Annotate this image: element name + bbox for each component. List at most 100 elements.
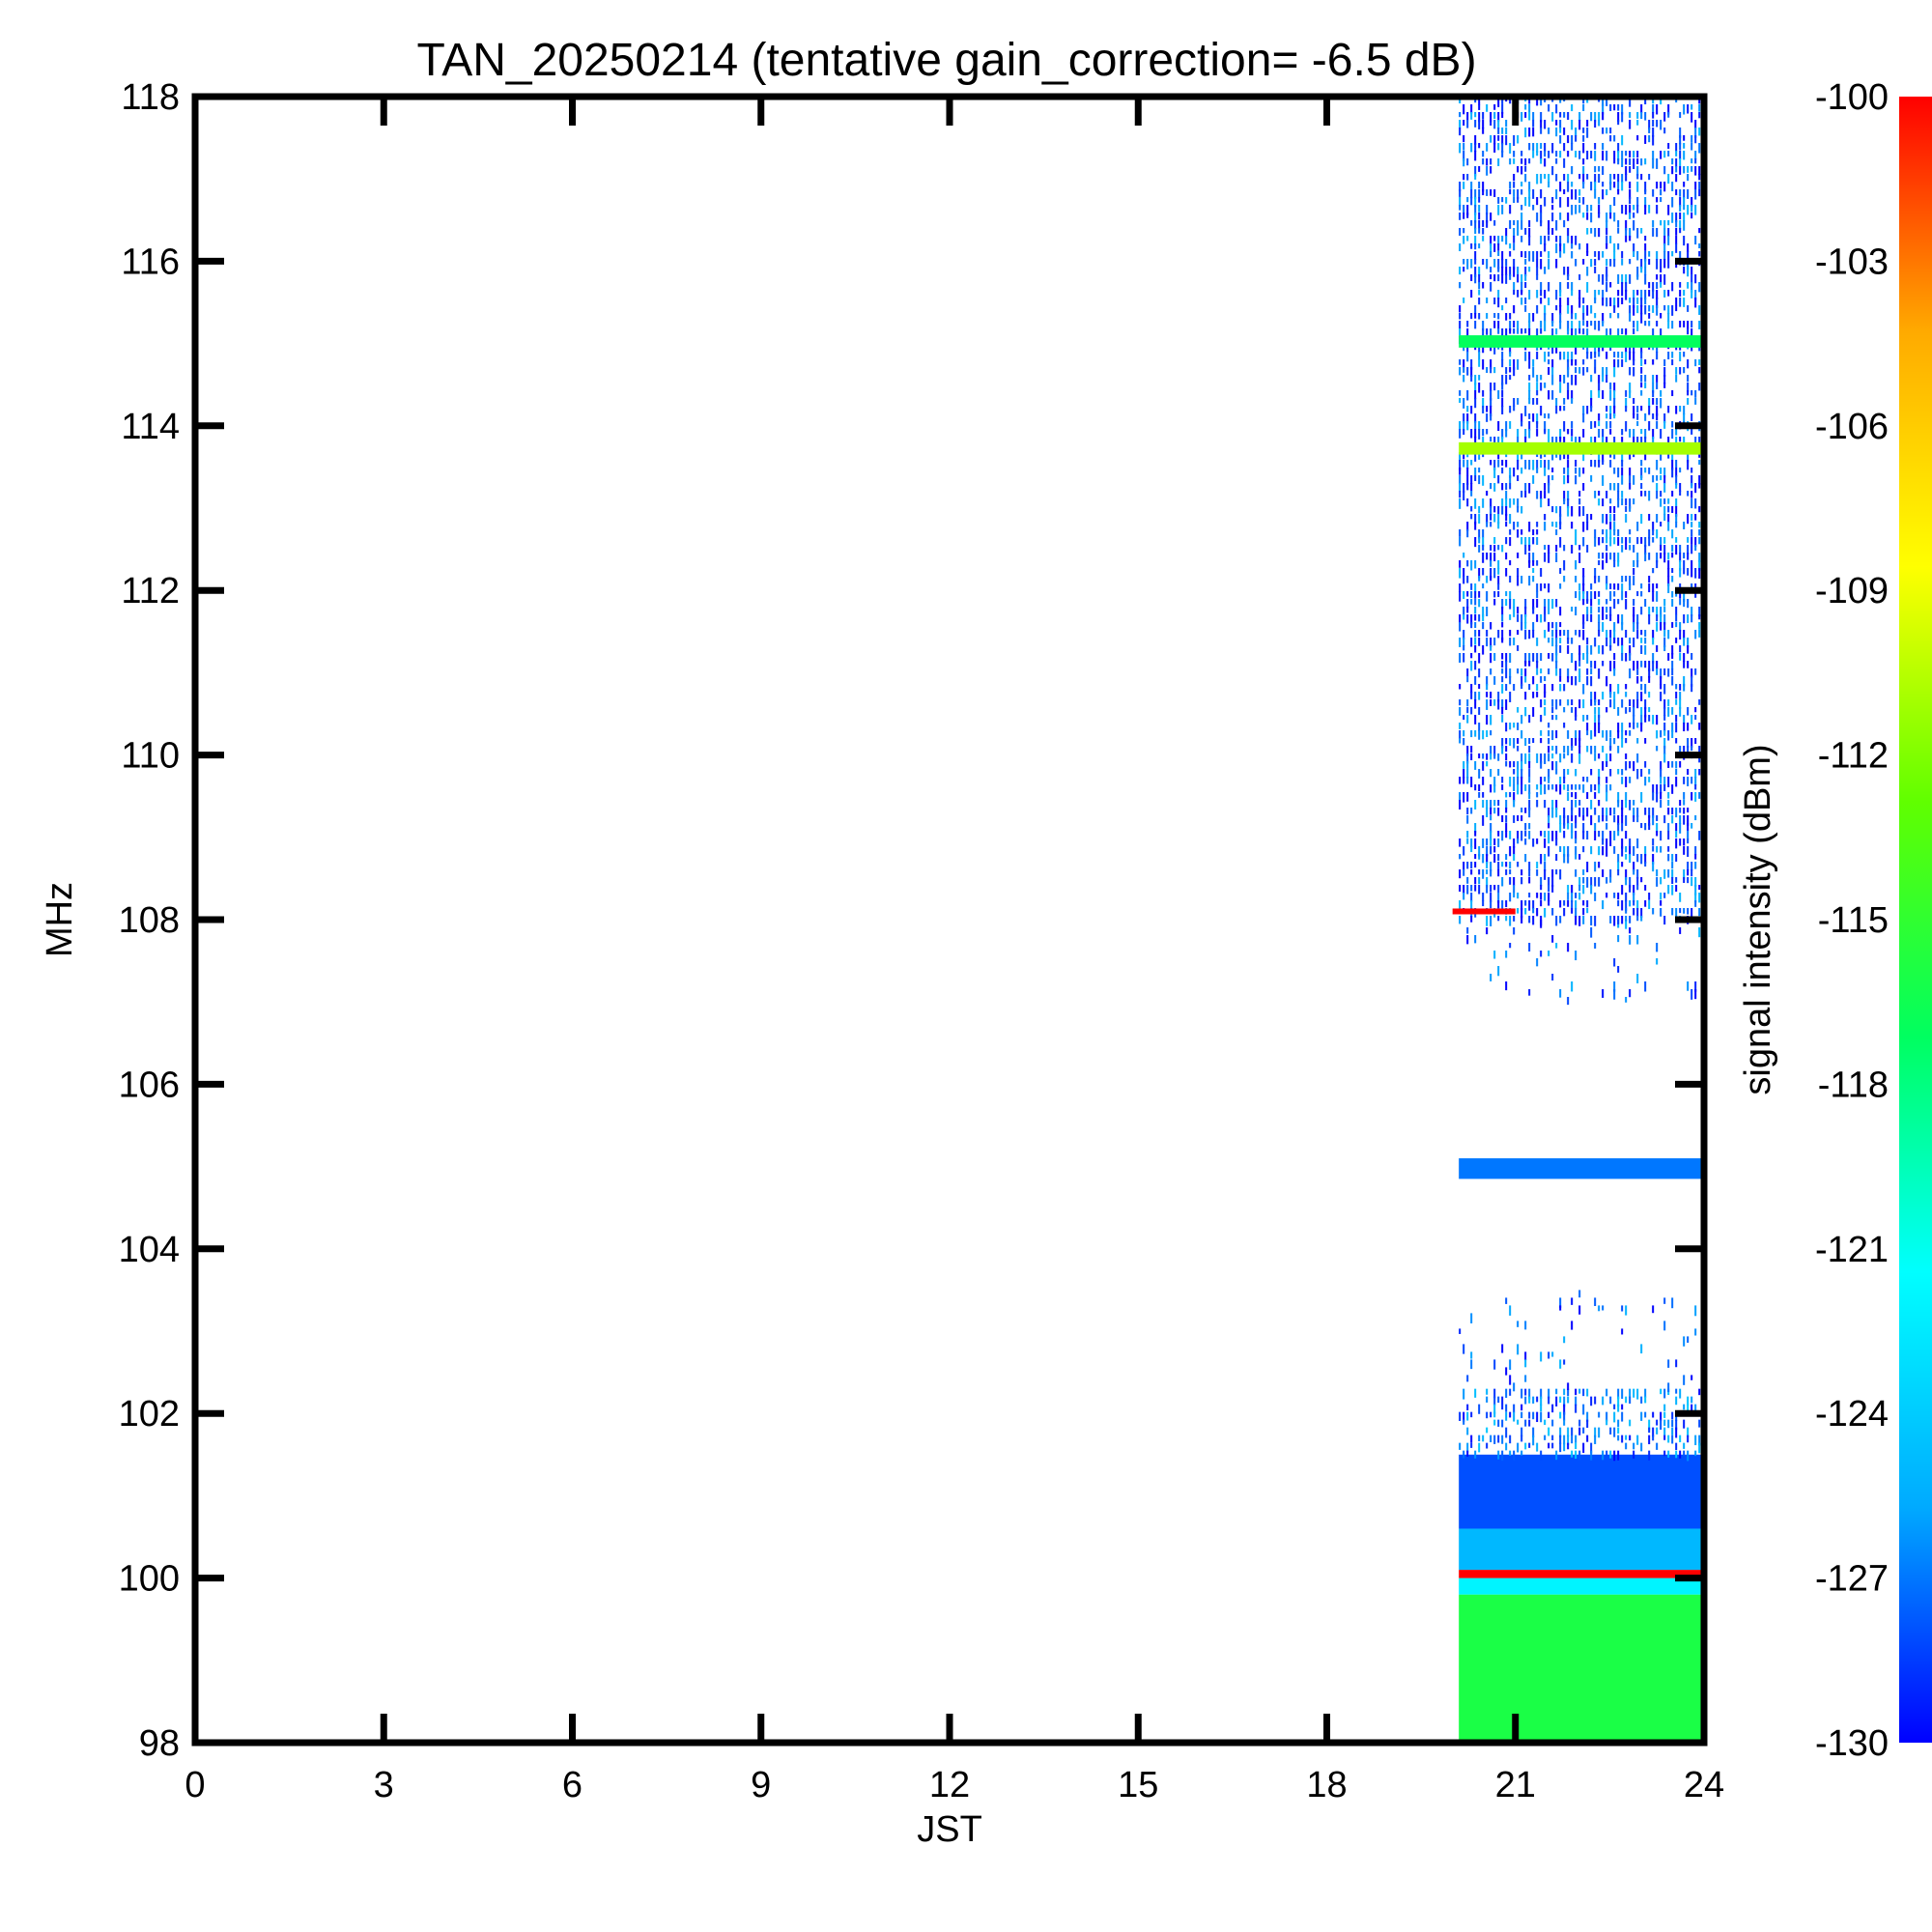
heatmap-cell bbox=[1690, 1396, 1693, 1404]
heatmap-cell bbox=[1501, 406, 1504, 414]
heatmap-cell bbox=[1578, 885, 1581, 892]
heatmap-cell bbox=[1478, 529, 1481, 539]
heatmap-cell bbox=[1575, 769, 1577, 777]
heatmap-cell bbox=[1474, 699, 1477, 709]
heatmap-cell bbox=[1497, 885, 1500, 894]
heatmap-cell bbox=[1694, 1305, 1697, 1317]
heatmap-cell bbox=[1559, 869, 1562, 880]
heatmap-cell bbox=[1629, 935, 1632, 945]
heatmap-cell bbox=[1490, 359, 1492, 369]
heatmap-cell bbox=[1493, 460, 1496, 470]
heatmap-trace bbox=[1452, 908, 1516, 915]
x-tick-label: 24 bbox=[1684, 1765, 1724, 1805]
heatmap-cell bbox=[1524, 282, 1527, 289]
heatmap-cell bbox=[1567, 359, 1570, 370]
heatmap-cell bbox=[1578, 1419, 1581, 1427]
heatmap-cell bbox=[1698, 831, 1701, 840]
heatmap-cell bbox=[1586, 723, 1589, 731]
heatmap-cell bbox=[1555, 831, 1558, 840]
heatmap-cell bbox=[1594, 692, 1597, 702]
heatmap-cell bbox=[1683, 838, 1686, 846]
heatmap-cell bbox=[1497, 753, 1500, 761]
heatmap-cell bbox=[1478, 352, 1481, 360]
heatmap-cell bbox=[1563, 437, 1566, 443]
heatmap-cell bbox=[1582, 483, 1585, 491]
heatmap-cell bbox=[1571, 522, 1574, 529]
heatmap-cell bbox=[1463, 885, 1465, 894]
heatmap-cell bbox=[1490, 243, 1492, 252]
heatmap-cell bbox=[1517, 668, 1520, 674]
heatmap-cell bbox=[1517, 1442, 1520, 1453]
heatmap-cell bbox=[1586, 406, 1589, 414]
heatmap-cell bbox=[1548, 900, 1550, 906]
heatmap-cell bbox=[1578, 468, 1581, 477]
heatmap-cell bbox=[1660, 777, 1662, 784]
heatmap-cell bbox=[1513, 723, 1516, 728]
heatmap-cell bbox=[1690, 143, 1693, 151]
heatmap-cell bbox=[1571, 808, 1574, 816]
heatmap-cell bbox=[1598, 877, 1601, 887]
heatmap-cell bbox=[1640, 707, 1643, 716]
heatmap-cell bbox=[1490, 166, 1492, 174]
heatmap-cell bbox=[1652, 112, 1655, 119]
heatmap-cell bbox=[1687, 815, 1690, 826]
heatmap-cell bbox=[1571, 800, 1574, 810]
heatmap-cell bbox=[1524, 653, 1527, 664]
heatmap-cell bbox=[1586, 808, 1589, 817]
heatmap-cell bbox=[1567, 182, 1570, 192]
heatmap-cell bbox=[1509, 529, 1512, 535]
heatmap-cell bbox=[1663, 413, 1666, 424]
heatmap-cell bbox=[1640, 1411, 1643, 1421]
heatmap-cell bbox=[1621, 205, 1624, 214]
heatmap-cell bbox=[1463, 1450, 1465, 1459]
heatmap-cell bbox=[1520, 236, 1523, 242]
heatmap-cell bbox=[1598, 174, 1601, 184]
y-tick-label: 106 bbox=[119, 1065, 180, 1105]
heatmap-cell bbox=[1466, 390, 1469, 401]
heatmap-cell bbox=[1636, 692, 1639, 700]
heatmap-cell bbox=[1656, 205, 1659, 214]
heatmap-cell bbox=[1629, 989, 1632, 998]
heatmap-cell bbox=[1509, 483, 1512, 490]
heatmap-cell bbox=[1474, 862, 1477, 868]
heatmap-cell bbox=[1605, 213, 1608, 223]
heatmap-cell bbox=[1559, 638, 1562, 643]
heatmap-cell bbox=[1578, 120, 1581, 130]
heatmap-cell bbox=[1567, 1427, 1570, 1437]
heatmap-cell bbox=[1563, 1435, 1566, 1445]
heatmap-cell bbox=[1640, 460, 1643, 467]
heatmap-cell bbox=[1671, 352, 1674, 358]
heatmap-cell bbox=[1509, 344, 1512, 354]
heatmap-cell bbox=[1490, 267, 1492, 273]
heatmap-cell bbox=[1640, 715, 1643, 725]
heatmap-cell bbox=[1524, 1396, 1527, 1405]
heatmap-cell bbox=[1524, 692, 1527, 700]
heatmap-cell bbox=[1690, 583, 1693, 589]
heatmap-cell bbox=[1517, 908, 1520, 914]
heatmap-cell bbox=[1625, 228, 1628, 237]
heatmap-cell bbox=[1528, 900, 1531, 911]
heatmap-cell bbox=[1520, 452, 1523, 460]
heatmap-cell bbox=[1513, 800, 1516, 808]
heatmap-cell bbox=[1567, 1442, 1570, 1450]
heatmap-cell bbox=[1629, 800, 1632, 810]
heatmap-cell bbox=[1528, 553, 1531, 563]
heatmap-cell bbox=[1598, 213, 1601, 218]
heatmap-cell bbox=[1551, 715, 1554, 721]
heatmap-cell bbox=[1609, 205, 1612, 214]
heatmap-cell bbox=[1482, 120, 1485, 129]
heatmap-cell bbox=[1528, 182, 1531, 192]
heatmap-cell bbox=[1548, 359, 1550, 365]
heatmap-cell bbox=[1517, 506, 1520, 513]
heatmap-cell bbox=[1486, 413, 1489, 422]
heatmap-cell bbox=[1644, 305, 1647, 315]
heatmap-cell bbox=[1660, 893, 1662, 900]
heatmap-cell bbox=[1551, 869, 1554, 878]
heatmap-cell bbox=[1625, 730, 1628, 736]
heatmap-cell bbox=[1644, 359, 1647, 365]
heatmap-cell bbox=[1636, 808, 1639, 817]
heatmap-cell bbox=[1482, 815, 1485, 826]
heatmap-cell bbox=[1683, 236, 1686, 246]
heatmap-cell bbox=[1698, 927, 1701, 938]
heatmap-cell bbox=[1605, 367, 1608, 377]
